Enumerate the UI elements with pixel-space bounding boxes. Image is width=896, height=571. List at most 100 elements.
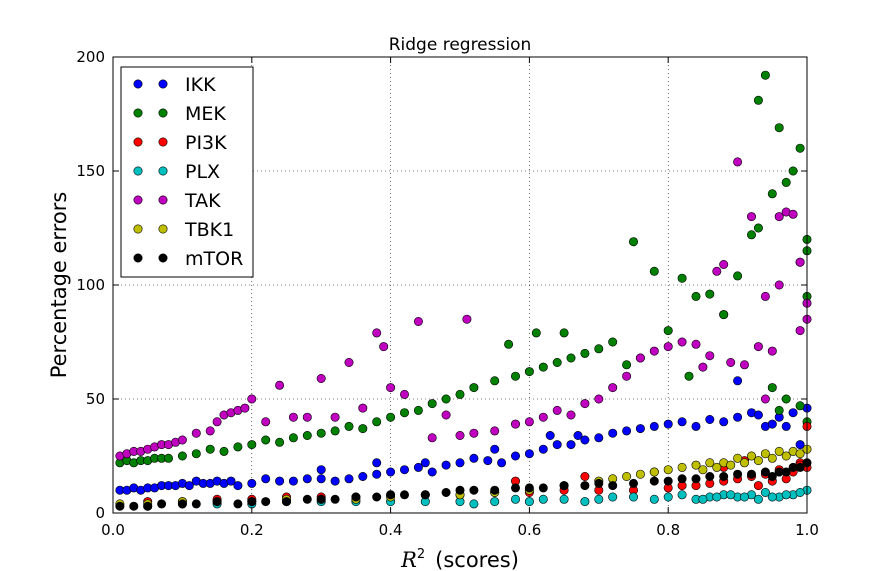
data-point [413, 462, 423, 472]
data-point [774, 446, 784, 456]
legend-label: PLX [185, 161, 220, 183]
data-point [524, 449, 534, 459]
data-point [677, 337, 687, 347]
data-point [677, 462, 687, 472]
data-point [386, 490, 396, 500]
data-point [753, 481, 763, 491]
data-point [795, 143, 805, 153]
data-point [566, 410, 576, 420]
data-point [288, 476, 298, 486]
x-axis-label: R2 (scores) [400, 547, 519, 571]
data-point [663, 492, 673, 502]
data-point [261, 497, 271, 507]
data-point [739, 458, 749, 468]
data-point [247, 497, 257, 507]
data-point [767, 189, 777, 199]
y-axis-label: Percentage errors [47, 192, 71, 379]
data-point [774, 280, 784, 290]
x-tick-label: 0.4 [379, 521, 403, 539]
legend-marker [133, 108, 143, 118]
data-point [358, 403, 368, 413]
data-point [580, 497, 590, 507]
data-point [622, 426, 632, 436]
data-point [261, 474, 271, 484]
legend-entry-TBK1: TBK1 [133, 219, 234, 241]
data-point [795, 326, 805, 336]
data-point [733, 157, 743, 167]
legend-label: MEK [185, 103, 226, 125]
data-point [760, 449, 770, 459]
data-point [691, 474, 701, 484]
data-point [441, 410, 451, 420]
legend-marker [158, 253, 168, 263]
data-point [767, 419, 777, 429]
data-point [552, 357, 562, 367]
data-point [427, 399, 437, 409]
legend-label: TAK [184, 190, 221, 212]
data-point [177, 435, 187, 445]
data-point [351, 492, 361, 502]
legend-marker [133, 166, 143, 176]
data-point [698, 465, 708, 475]
data-point [622, 471, 632, 481]
x-tick-label: 0.0 [101, 521, 125, 539]
data-point [399, 465, 409, 475]
data-point [372, 492, 382, 502]
legend-entry-IKK: IKK [133, 74, 216, 96]
data-point [247, 440, 257, 450]
x-axis-label-variable: R [400, 548, 417, 571]
data-point [344, 421, 354, 431]
data-point [635, 424, 645, 434]
data-point [691, 421, 701, 431]
data-point [372, 469, 382, 479]
data-point [691, 291, 701, 301]
data-point [191, 449, 201, 459]
data-point [559, 328, 569, 338]
data-point [483, 456, 493, 466]
data-point [524, 417, 534, 427]
data-point [413, 405, 423, 415]
axis-ticks: 0.0 0.2 0.4 0.6 0.8 1.0 0 50 100 150 200 [76, 48, 819, 539]
data-point [538, 412, 548, 422]
data-point [726, 357, 736, 367]
data-point [635, 353, 645, 363]
data-point [490, 376, 500, 386]
data-point [580, 399, 590, 409]
data-point [177, 451, 187, 461]
series-TAK [115, 157, 812, 461]
data-point [698, 494, 708, 504]
data-point [205, 444, 215, 454]
data-point [788, 166, 798, 176]
data-point [788, 408, 798, 418]
data-point [372, 417, 382, 427]
legend-marker [133, 195, 143, 205]
data-point [552, 440, 562, 450]
data-point [469, 485, 479, 495]
data-point [781, 467, 791, 477]
data-point [649, 467, 659, 477]
data-point [649, 494, 659, 504]
data-point [427, 433, 437, 443]
data-point [538, 494, 548, 504]
legend-label: TBK1 [184, 219, 234, 241]
data-point [386, 383, 396, 393]
data-point [261, 435, 271, 445]
data-point [490, 444, 500, 454]
legend-marker [133, 224, 143, 234]
data-point [469, 428, 479, 438]
data-point [455, 458, 465, 468]
y-tick-label: 50 [86, 390, 105, 408]
data-point [275, 476, 285, 486]
data-point [552, 405, 562, 415]
legend: IKK MEK PI3K PLX TAK TBK1 mTOR [120, 66, 254, 278]
data-point [594, 433, 604, 443]
data-point [628, 492, 638, 502]
data-point [580, 481, 590, 491]
data-point [455, 389, 465, 399]
data-point [719, 471, 729, 481]
legend-label: PI3K [185, 132, 227, 154]
x-tick-label: 0.6 [517, 521, 541, 539]
data-point [677, 490, 687, 500]
data-point [712, 462, 722, 472]
data-point [580, 435, 590, 445]
